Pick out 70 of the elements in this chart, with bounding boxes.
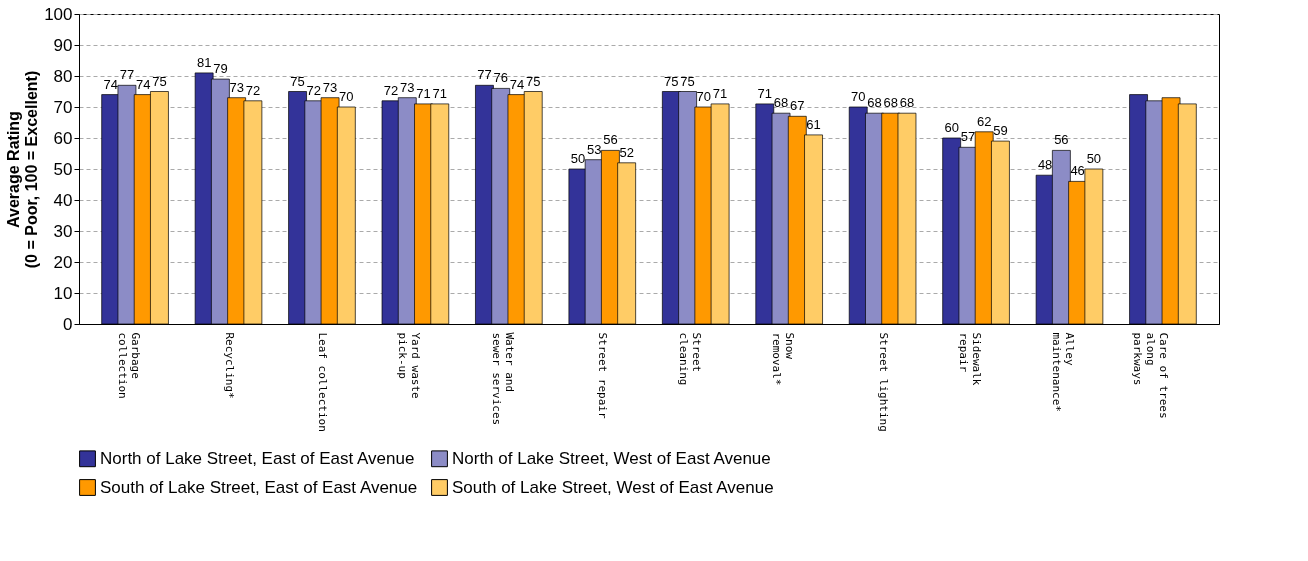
data-label: 70: [696, 89, 712, 104]
data-label: 60: [944, 120, 959, 135]
data-label: 75: [680, 73, 695, 89]
data-label: 75: [664, 73, 679, 89]
x-tick-label: Leaf collection: [315, 332, 329, 432]
x-tick-label: Street cleaning: [676, 332, 703, 386]
x-tick-label: Street repair: [596, 332, 610, 419]
x-tick-label: Garbage collection: [116, 332, 143, 399]
data-label: 74: [135, 76, 151, 92]
data-label: 68: [773, 95, 789, 111]
data-label: 73: [400, 79, 415, 95]
x-tick-label: Street lighting: [876, 332, 890, 432]
data-label: 81: [196, 54, 212, 70]
data-label: 70: [339, 89, 354, 104]
data-label: 73: [322, 79, 338, 95]
x-tick-label: Yard waste pick-up: [396, 332, 423, 399]
data-label: 75: [152, 73, 167, 89]
data-label: 75: [290, 73, 305, 89]
data-label: 70: [851, 89, 866, 104]
data-label: 72: [306, 82, 322, 98]
data-label: 71: [432, 85, 447, 101]
data-label: 74: [103, 76, 118, 92]
data-label: 73: [229, 79, 244, 95]
y-axis-title: Average Rating (0 = Poor, 100 = Excellent): [5, 70, 41, 269]
data-label: 71: [416, 85, 431, 101]
x-tick-label: Alley maintenance*: [1050, 332, 1077, 412]
legend-label: South of Lake Street, West of East Avenue: [452, 477, 774, 497]
data-label: 72: [383, 82, 399, 98]
data-label: 56: [1054, 132, 1069, 148]
x-tick-label: Snow removal*: [770, 332, 797, 386]
x-tick-label: Care of trees along parkways: [1130, 332, 1170, 419]
y-tick-label: 30: [53, 221, 73, 241]
y-tick-label: 100: [44, 4, 73, 24]
y-tick-label: 20: [53, 252, 73, 272]
data-label: 67: [790, 98, 805, 114]
y-tick-label: 0: [63, 314, 73, 334]
legend-label: North of Lake Street, West of East Avenue: [452, 448, 771, 468]
y-tick-label: 60: [53, 128, 73, 148]
data-label: 71: [712, 85, 728, 101]
y-tick-label: 80: [53, 66, 73, 86]
data-label: 77: [477, 67, 492, 83]
data-label: 74: [509, 76, 525, 92]
data-label: 50: [1086, 151, 1102, 166]
legend-label: North of Lake Street, East of East Avenue: [100, 448, 415, 468]
y-tick-label: 10: [53, 283, 73, 303]
x-tick-label: Sidewalk repair: [957, 332, 984, 386]
data-label: 68: [867, 95, 882, 111]
y-tick-label: 40: [53, 190, 73, 210]
data-label: 59: [993, 123, 1008, 139]
data-label: 62: [976, 113, 992, 129]
data-label: 68: [899, 95, 915, 111]
data-label: 68: [883, 95, 898, 111]
data-label: 71: [757, 85, 773, 101]
data-label: 52: [619, 144, 634, 160]
y-tick-label: 50: [53, 159, 73, 179]
data-label: 77: [119, 67, 135, 83]
y-tick-label: 70: [53, 97, 73, 117]
data-label: 75: [525, 73, 541, 89]
data-label: 72: [245, 82, 261, 98]
data-label: 57: [960, 129, 976, 145]
data-label: 50: [570, 151, 586, 166]
data-label: 79: [213, 61, 228, 77]
legend-label: South of Lake Street, East of East Avenue: [100, 477, 418, 497]
x-tick-label: Recycling*: [222, 332, 236, 399]
data-label: 56: [603, 132, 618, 148]
data-label: 48: [1037, 157, 1053, 173]
data-label: 76: [493, 70, 508, 86]
data-label: 61: [806, 116, 821, 132]
data-label: 53: [586, 141, 602, 157]
y-tick-label: 90: [53, 35, 73, 55]
